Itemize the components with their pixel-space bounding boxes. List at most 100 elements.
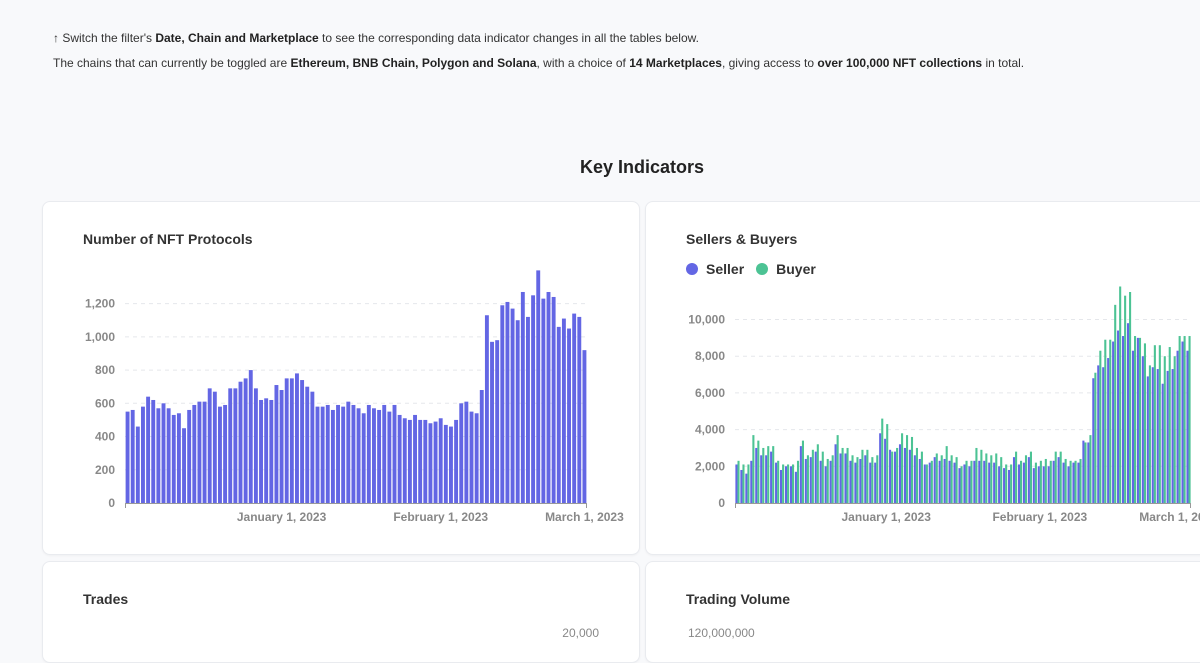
bar-seller (943, 458, 946, 503)
bar-seller (819, 460, 822, 503)
bar (182, 428, 186, 503)
bar (474, 413, 479, 503)
bar-seller (784, 466, 788, 503)
bar (541, 298, 546, 503)
bar-buyer (826, 458, 829, 503)
bar (202, 401, 207, 503)
bar (310, 391, 315, 503)
bar-seller (839, 453, 842, 503)
bar-seller (953, 462, 956, 503)
x-tick-label: February 1, 2023 (393, 510, 488, 524)
bar (269, 399, 274, 503)
bar-buyer (906, 435, 909, 503)
bar-seller (963, 464, 966, 503)
y-tick-label: 6,000 (695, 386, 725, 400)
bar (315, 406, 320, 503)
bar-buyer (985, 453, 988, 503)
bar-seller (884, 438, 887, 503)
bar-buyer (757, 440, 760, 503)
y-tick-label: 1,200 (85, 297, 115, 311)
bar-buyer (935, 453, 938, 503)
bar-buyer (915, 447, 918, 503)
bar-seller (745, 473, 748, 503)
bar-buyer (1094, 372, 1097, 503)
bar-seller (1112, 341, 1115, 503)
bar (526, 316, 530, 503)
y-tick-label: 0 (108, 496, 115, 510)
bar-seller (993, 462, 996, 503)
bar-buyer (777, 460, 780, 503)
bar (402, 418, 407, 503)
line2-segment-1: Ethereum, BNB Chain, Polygon and Solana (290, 56, 537, 70)
line2-segment-4: , giving access to (721, 56, 818, 70)
y-tick-label: 400 (95, 430, 115, 444)
bar (505, 301, 510, 503)
bar (561, 318, 566, 503)
bar-seller (903, 447, 906, 503)
bar-buyer (841, 447, 844, 503)
bar-buyer (1020, 460, 1023, 503)
bar-buyer (811, 449, 814, 503)
bar-buyer (762, 447, 765, 503)
bar-seller (1003, 468, 1006, 503)
x-tick-label: January 1, 2023 (237, 510, 327, 524)
bar-seller (775, 462, 778, 503)
volume-chart-title: Trading Volume (686, 591, 790, 607)
bar-seller (1092, 378, 1095, 503)
bar (212, 391, 217, 503)
bar-buyer (896, 447, 899, 503)
bar-buyer (1163, 356, 1166, 503)
bar (176, 413, 181, 503)
bar-buyer (792, 464, 795, 503)
bar (449, 426, 453, 503)
bar (248, 370, 253, 503)
bar-buyer (806, 455, 809, 503)
bar-seller (849, 460, 852, 503)
bar-buyer (1059, 451, 1062, 503)
bar-seller (1102, 367, 1105, 503)
bar-buyer (772, 446, 775, 503)
legend-item-buyer[interactable]: Buyer (756, 261, 816, 277)
bar-seller (1186, 350, 1189, 503)
bar (520, 291, 525, 503)
bar-buyer (1178, 336, 1181, 503)
bar-seller (780, 469, 783, 503)
bar-buyer (881, 418, 884, 503)
bar-buyer (891, 451, 894, 503)
bar-seller (938, 460, 941, 503)
bar-buyer (1124, 295, 1127, 503)
bar-seller (809, 457, 812, 503)
bar (418, 419, 423, 503)
bar (366, 404, 371, 503)
bar (546, 291, 551, 503)
y-tick-label: 0 (718, 496, 725, 510)
bar-seller (1181, 341, 1184, 503)
bar (130, 409, 135, 503)
bar-buyer (836, 435, 839, 503)
bar (382, 404, 387, 503)
bar-buyer (1089, 435, 1092, 503)
y-tick-label: 800 (95, 363, 115, 377)
bar-buyer (1044, 458, 1047, 503)
bar-buyer (871, 457, 874, 503)
bar (351, 404, 356, 503)
bar (454, 419, 459, 503)
trades-y-tick: 20,000 (562, 626, 599, 640)
bar (495, 340, 500, 503)
bar-buyer (821, 451, 824, 503)
bar-buyer (1029, 451, 1032, 503)
bar-buyer (1000, 457, 1003, 503)
line2-segment-6: in total. (982, 56, 1025, 70)
bar-seller (948, 460, 951, 503)
bar-seller (1146, 376, 1149, 503)
bar (531, 295, 536, 503)
legend-item-seller[interactable]: Seller (686, 261, 744, 277)
bar-seller (1042, 466, 1045, 503)
legend-label-seller: Seller (706, 261, 745, 277)
bar (423, 419, 428, 503)
bar-buyer (1054, 451, 1057, 503)
bar-seller (1097, 365, 1100, 503)
bar-seller (978, 460, 981, 503)
bar-buyer (1069, 460, 1072, 503)
bar-seller (1126, 323, 1130, 503)
